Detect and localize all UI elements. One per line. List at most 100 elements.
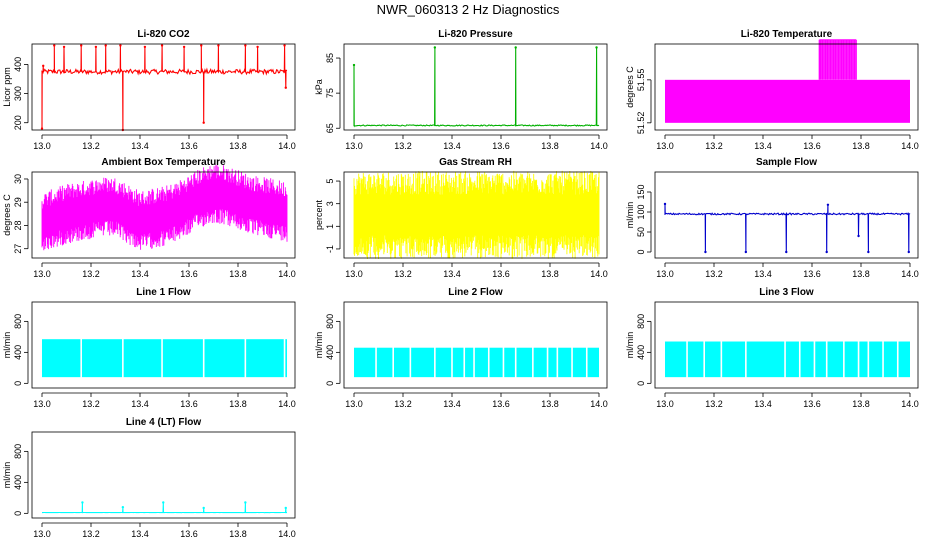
- x-axis: 13.0 13.2 13.4 13.6 13.8 14.0: [656, 392, 919, 409]
- y-tick-label: 400: [636, 345, 646, 360]
- plot-frame: [343, 171, 608, 259]
- y-axis: 200 300 400: [13, 57, 29, 130]
- x-tick-label: 13.0: [345, 399, 363, 409]
- x-tick-label: 13.2: [82, 269, 100, 279]
- series-rh: [353, 170, 600, 259]
- y-axis-label: Licor ppm: [2, 67, 12, 107]
- x-tick-label: 13.6: [180, 141, 198, 151]
- spike-point: [119, 44, 122, 47]
- y-axis-label: ml/min: [625, 202, 635, 229]
- plot-frame: [343, 301, 608, 389]
- x-tick-label: 14.0: [901, 141, 919, 151]
- x-axis: 13.0 13.2 13.4 13.6 13.8 14.0: [33, 134, 296, 151]
- spike-point: [663, 202, 667, 206]
- x-tick-label: 13.6: [803, 399, 821, 409]
- x-tick-label: 13.6: [803, 141, 821, 151]
- series-line1: [42, 338, 287, 379]
- plot-frame: [654, 171, 919, 259]
- x-tick-label: 13.4: [131, 399, 149, 409]
- x-tick-label: 13.0: [33, 529, 51, 539]
- y-tick-label: 400: [13, 475, 23, 490]
- panel-title: Sample Flow: [756, 157, 817, 168]
- x-tick-label: 13.0: [345, 141, 363, 151]
- spike-point: [202, 506, 205, 510]
- series-band: [41, 165, 288, 251]
- x-tick-label: 13.2: [394, 399, 412, 409]
- x-axis: 13.0 13.2 13.4 13.6 13.8 14.0: [656, 262, 919, 279]
- x-axis: 13.0 13.2 13.4 13.6 13.8 14.0: [656, 134, 919, 151]
- y-axis: 0 400 800: [325, 314, 341, 386]
- y-tick-label: 27: [13, 244, 23, 254]
- x-axis: 13.0 13.2 13.4 13.6 13.8 14.0: [33, 392, 296, 409]
- spike-point: [162, 501, 165, 504]
- x-tick-label: 13.6: [492, 269, 510, 279]
- y-tick-label: 0: [13, 511, 23, 516]
- spike-point: [704, 250, 707, 254]
- x-axis: 13.0 13.2 13.4 13.6 13.8 14.0: [345, 262, 608, 279]
- spike-point: [907, 250, 910, 254]
- y-axis: 0 400 800: [636, 314, 652, 386]
- x-tick-label: 14.0: [278, 269, 296, 279]
- y-tick-label: 800: [13, 314, 23, 329]
- panel-title: Li-820 Temperature: [741, 29, 833, 40]
- x-tick-label: 14.0: [278, 399, 296, 409]
- y-axis: 0 400 800: [13, 444, 29, 516]
- series-pressure: [352, 46, 600, 128]
- x-axis: 13.0 13.2 13.4 13.6 13.8 14.0: [345, 392, 608, 409]
- x-tick-label: 14.0: [278, 529, 296, 539]
- y-tick-label: 200: [13, 115, 23, 130]
- spike-point: [284, 86, 287, 89]
- panel-rh: Gas Stream RH 13.0 13.2 13.4 13.6 13.8 14.0 -1 1…: [314, 157, 608, 279]
- spike-point: [595, 46, 598, 49]
- x-tick-label: 13.6: [803, 269, 821, 279]
- panel-temperature: Li-820 Temperature 13.0 13.2 13.4 13.6 13.8 14…: [625, 29, 919, 151]
- panel-line3: Line 3 Flow 13.0 13.2 13.4 13.6 13.8 14.0 0 400 8…: [625, 287, 919, 409]
- spike-point: [121, 505, 125, 509]
- x-tick-label: 13.6: [180, 399, 198, 409]
- x-tick-label: 13.4: [443, 141, 461, 151]
- y-tick-label: 800: [325, 314, 335, 329]
- panel-title: Li-820 CO2: [137, 29, 190, 40]
- series-temperature: [665, 39, 910, 123]
- x-tick-label: 13.4: [443, 269, 461, 279]
- y-tick-label: 75: [325, 88, 335, 98]
- y-tick-label: 30: [13, 174, 23, 184]
- x-tick-label: 14.0: [590, 399, 608, 409]
- spike-point: [202, 121, 205, 124]
- y-tick-label: 28: [13, 220, 23, 230]
- x-tick-label: 13.2: [394, 141, 412, 151]
- spike-point: [256, 45, 259, 49]
- x-tick-label: 14.0: [278, 141, 296, 151]
- spike-point: [826, 203, 830, 206]
- x-tick-label: 13.2: [705, 141, 723, 151]
- x-tick-label: 13.8: [541, 141, 559, 151]
- spike-point: [62, 45, 66, 49]
- y-axis: 0 400 800: [13, 314, 29, 386]
- flow-block: [354, 347, 599, 378]
- y-tick-label: 100: [636, 204, 646, 219]
- panel-title: Gas Stream RH: [439, 157, 512, 168]
- x-tick-label: 13.6: [180, 529, 198, 539]
- y-axis: -1 1 3 5: [325, 179, 341, 253]
- spike-point: [785, 250, 788, 254]
- series-line: [42, 502, 287, 514]
- plot-frame: [343, 43, 608, 131]
- x-tick-label: 13.8: [541, 269, 559, 279]
- y-tick-label: 51.55: [636, 69, 646, 92]
- series-line3: [665, 340, 910, 379]
- spike-point: [244, 501, 247, 504]
- y-axis: 27 28 29 30: [13, 174, 29, 254]
- x-tick-label: 13.0: [656, 141, 674, 151]
- x-tick-label: 13.0: [345, 269, 363, 279]
- plot-frame: [31, 171, 296, 259]
- spike-point: [94, 45, 98, 49]
- spike-point: [200, 44, 203, 47]
- y-axis: 65 75 85: [325, 53, 341, 133]
- x-tick-label: 13.8: [541, 399, 559, 409]
- series-line4: [42, 501, 287, 514]
- spike-point: [160, 44, 164, 47]
- y-axis-label: ml/min: [625, 332, 635, 359]
- panel-sample: Sample Flow 13.0 13.2 13.4 13.6 13.8 14.0 0 50 10…: [625, 157, 919, 279]
- x-tick-label: 13.2: [82, 141, 100, 151]
